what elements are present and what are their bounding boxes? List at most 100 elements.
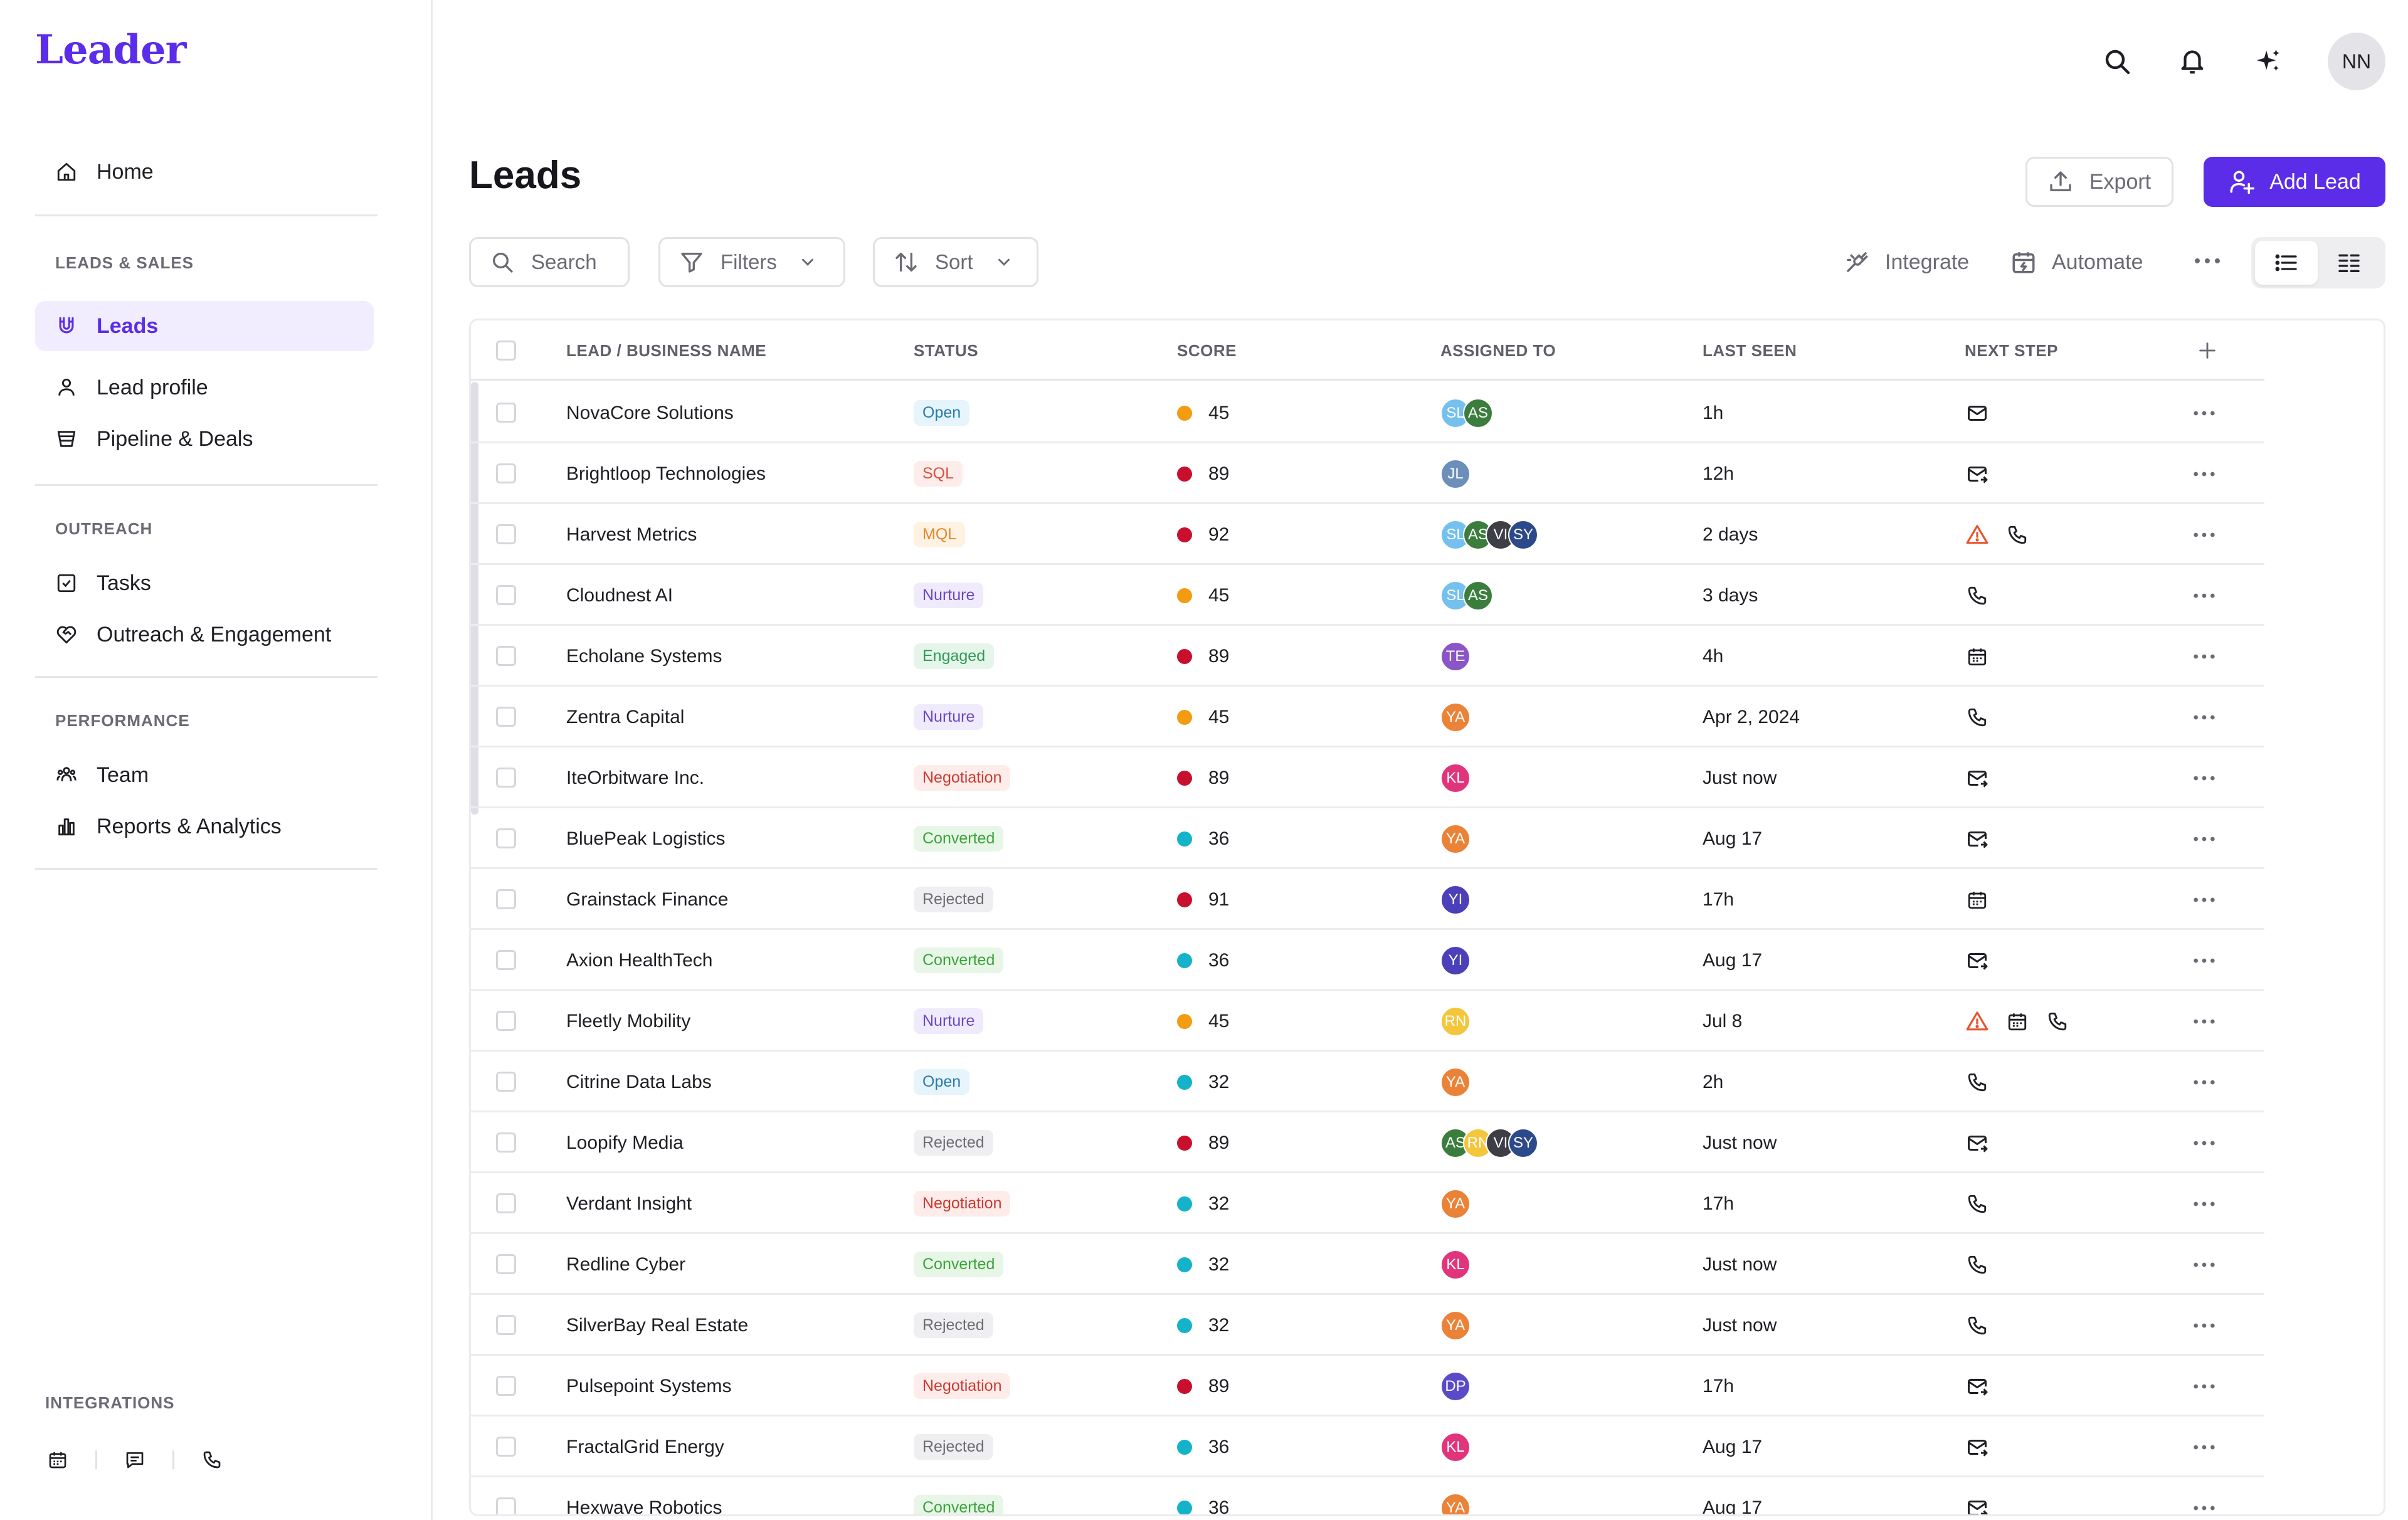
assignee-avatar[interactable]: YA	[1440, 702, 1471, 732]
column-header-last-seen[interactable]: LAST SEEN	[1703, 340, 1797, 360]
table-row[interactable]: Pulsepoint Systems Negotiation 89 DP 17h	[471, 1356, 2264, 1417]
sidebar-item-outreach[interactable]: Outreach & Engagement	[35, 610, 374, 660]
assignee-avatar[interactable]: YI	[1440, 945, 1471, 976]
assignee-avatar[interactable]: KL	[1440, 1432, 1471, 1462]
table-row[interactable]: Axion HealthTech Converted 36 YI Aug 17	[471, 930, 2264, 991]
table-row[interactable]: FractalGrid Energy Rejected 36 KL Aug 17	[471, 1417, 2264, 1477]
row-checkbox[interactable]	[496, 950, 516, 970]
row-more-icon[interactable]	[2192, 1356, 2217, 1417]
row-checkbox[interactable]	[496, 646, 516, 666]
assignee-avatar[interactable]: TE	[1440, 641, 1471, 672]
lead-name[interactable]: Grainstack Finance	[566, 889, 729, 910]
sparkle-icon[interactable]	[2251, 44, 2286, 79]
row-checkbox[interactable]	[496, 1011, 516, 1031]
assignee-avatar[interactable]: YA	[1440, 1492, 1471, 1514]
search-input[interactable]: Search	[469, 237, 630, 287]
calendar-icon[interactable]	[45, 1447, 70, 1472]
calendar-icon[interactable]	[2005, 1009, 2030, 1034]
mail-send-icon[interactable]	[1965, 462, 1990, 487]
row-checkbox[interactable]	[496, 585, 516, 605]
bell-icon[interactable]	[2175, 44, 2210, 79]
row-checkbox[interactable]	[496, 1254, 516, 1274]
sidebar-item-reports[interactable]: Reports & Analytics	[35, 801, 374, 852]
assignee-avatar[interactable]: YA	[1440, 1067, 1471, 1097]
sidebar-item-leads[interactable]: Leads	[35, 301, 374, 351]
filters-button[interactable]: Filters	[658, 237, 845, 287]
column-header-assigned[interactable]: ASSIGNED TO	[1440, 340, 1556, 360]
assignee-avatar[interactable]: YA	[1440, 1310, 1471, 1341]
mail-send-icon[interactable]	[1965, 1131, 1990, 1156]
assignee-avatar[interactable]: YA	[1440, 1188, 1471, 1219]
row-more-icon[interactable]	[2192, 930, 2217, 991]
row-checkbox[interactable]	[496, 524, 516, 544]
sort-button[interactable]: Sort	[873, 237, 1038, 287]
row-more-icon[interactable]	[2192, 383, 2217, 443]
assignee-avatar[interactable]: YA	[1440, 823, 1471, 854]
sidebar-item-home[interactable]: Home	[35, 147, 374, 197]
table-row[interactable]: Grainstack Finance Rejected 91 YI 17h	[471, 869, 2264, 930]
mail-send-icon[interactable]	[1965, 766, 1990, 791]
add-lead-button[interactable]: Add Lead	[2204, 157, 2385, 207]
table-row[interactable]: Citrine Data Labs Open 32 YA 2h	[471, 1052, 2264, 1112]
mail-icon[interactable]	[1965, 401, 1990, 426]
user-avatar[interactable]: NN	[2328, 33, 2385, 90]
row-more-icon[interactable]	[2192, 991, 2217, 1052]
row-more-icon[interactable]	[2192, 747, 2217, 808]
more-options-icon[interactable]	[2192, 251, 2222, 271]
row-more-icon[interactable]	[2192, 443, 2217, 504]
row-more-icon[interactable]	[2192, 1112, 2217, 1173]
lead-name[interactable]: Brightloop Technologies	[566, 463, 766, 484]
select-all-checkbox[interactable]	[496, 340, 516, 361]
table-row[interactable]: NovaCore Solutions Open 45 SL AS 1h	[471, 383, 2264, 443]
row-more-icon[interactable]	[2192, 565, 2217, 626]
table-row[interactable]: Loopify Media Rejected 89 AS RN VI SY Just …	[471, 1112, 2264, 1173]
table-row[interactable]: Verdant Insight Negotiation 32 YA 17h	[471, 1173, 2264, 1234]
lead-name[interactable]: Loopify Media	[566, 1132, 684, 1153]
row-checkbox[interactable]	[496, 1193, 516, 1213]
row-more-icon[interactable]	[2192, 626, 2217, 687]
lead-name[interactable]: Citrine Data Labs	[566, 1071, 712, 1092]
table-row[interactable]: Redline Cyber Converted 32 KL Just now	[471, 1234, 2264, 1295]
lead-name[interactable]: Verdant Insight	[566, 1193, 692, 1214]
phone-icon[interactable]	[1965, 705, 1990, 730]
warning-icon[interactable]	[1965, 1009, 1990, 1034]
row-checkbox[interactable]	[496, 1132, 516, 1153]
lead-name[interactable]: NovaCore Solutions	[566, 402, 734, 423]
row-checkbox[interactable]	[496, 1376, 516, 1396]
lead-name[interactable]: Cloudnest AI	[566, 584, 673, 606]
table-row[interactable]: Hexwave Robotics Converted 36 YA Aug 17	[471, 1477, 2264, 1514]
lead-name[interactable]: SilverBay Real Estate	[566, 1314, 749, 1336]
table-row[interactable]: IteOrbitware Inc. Negotiation 89 KL Just…	[471, 747, 2264, 808]
sidebar-item-lead-profile[interactable]: Lead profile	[35, 362, 374, 413]
mail-send-icon[interactable]	[1965, 1496, 1990, 1514]
lead-name[interactable]: Redline Cyber	[566, 1253, 686, 1275]
export-button[interactable]: Export	[2025, 157, 2173, 207]
sidebar-item-pipeline[interactable]: Pipeline & Deals	[35, 414, 374, 464]
row-more-icon[interactable]	[2192, 1417, 2217, 1477]
lead-name[interactable]: FractalGrid Energy	[566, 1436, 724, 1457]
phone-icon[interactable]	[1965, 1313, 1990, 1338]
table-row[interactable]: Fleetly Mobility Nurture 45 RN Jul 8	[471, 991, 2264, 1052]
column-header-status[interactable]: STATUS	[914, 340, 979, 360]
row-checkbox[interactable]	[496, 463, 516, 483]
mail-send-icon[interactable]	[1965, 948, 1990, 973]
table-row[interactable]: Harvest Metrics MQL 92 SL AS VI SY 2 days	[471, 504, 2264, 565]
phone-icon[interactable]	[199, 1447, 224, 1472]
mail-send-icon[interactable]	[1965, 1374, 1990, 1399]
automate-button[interactable]: Automate	[2010, 245, 2143, 280]
table-row[interactable]: Brightloop Technologies SQL 89 JL 12h	[471, 443, 2264, 504]
sidebar-item-tasks[interactable]: Tasks	[35, 558, 374, 608]
assignee-avatar[interactable]: YI	[1440, 884, 1471, 915]
lead-name[interactable]: Axion HealthTech	[566, 949, 713, 971]
row-checkbox[interactable]	[496, 828, 516, 848]
row-checkbox[interactable]	[496, 1072, 516, 1092]
mail-send-icon[interactable]	[1965, 1435, 1990, 1460]
assignee-avatar[interactable]: SY	[1508, 519, 1538, 550]
assignee-avatar[interactable]: KL	[1440, 763, 1471, 793]
column-header-name[interactable]: LEAD / BUSINESS NAME	[566, 340, 767, 360]
row-more-icon[interactable]	[2192, 808, 2217, 869]
phone-icon[interactable]	[1965, 1252, 1990, 1277]
row-checkbox[interactable]	[496, 889, 516, 909]
phone-icon[interactable]	[1965, 1191, 1990, 1217]
mail-send-icon[interactable]	[1965, 826, 1990, 852]
